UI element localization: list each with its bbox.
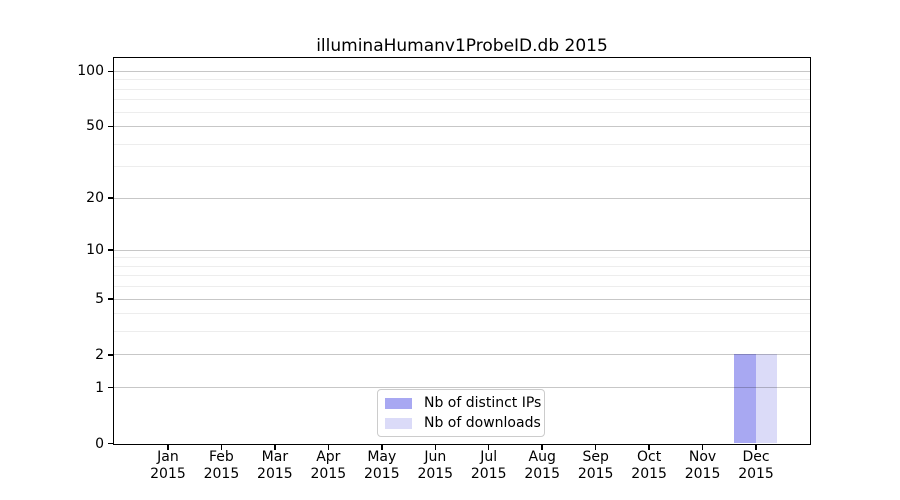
bar — [755, 354, 778, 443]
grid-layer — [114, 58, 810, 444]
x-tick-label: Feb 2015 — [186, 449, 256, 483]
x-tick-mark — [755, 445, 757, 450]
legend-swatch — [385, 397, 412, 409]
plot-area — [113, 57, 811, 445]
x-tick-mark — [167, 445, 169, 450]
x-tick-label: Nov 2015 — [668, 449, 738, 483]
x-tick-mark — [274, 445, 276, 450]
bar-layer — [114, 58, 810, 444]
y-tick-label: 100 — [77, 63, 104, 80]
x-tick-label: Apr 2015 — [293, 449, 363, 483]
x-tick-mark — [381, 445, 383, 450]
x-tick-year: 2015 — [631, 465, 667, 482]
x-tick-year: 2015 — [577, 465, 614, 482]
x-tick-year: 2015 — [150, 465, 186, 482]
gridline-major — [114, 354, 810, 356]
gridline-minor — [114, 88, 810, 90]
x-tick-month: Sep — [582, 448, 609, 465]
x-tick-label: Sep 2015 — [561, 449, 631, 483]
gridline-major — [114, 249, 810, 251]
x-tick-month: Apr — [316, 448, 341, 465]
y-tick-label: 50 — [86, 118, 104, 135]
x-tick-year: 2015 — [203, 465, 240, 482]
gridline-minor — [114, 286, 810, 288]
x-tick-mark — [541, 445, 543, 450]
x-tick-year: 2015 — [310, 465, 347, 482]
y-tick-label: 2 — [95, 346, 104, 363]
x-tick-label: May 2015 — [347, 449, 417, 483]
x-tick-mark — [434, 445, 437, 450]
legend-label: Nb of downloads — [424, 415, 541, 431]
x-tick-month: Oct — [637, 448, 662, 465]
gridline-minor — [114, 275, 810, 277]
x-tick-month: Jun — [424, 448, 447, 465]
legend-item: Nb of downloads — [385, 415, 541, 432]
x-tick-label: Mar 2015 — [240, 449, 310, 483]
x-tick-label: Aug 2015 — [507, 449, 577, 483]
x-tick-month: Feb — [209, 448, 234, 465]
x-tick-mark — [487, 445, 490, 450]
gridline-major — [114, 387, 810, 389]
x-tick-mark — [648, 445, 650, 450]
gridline-major — [114, 70, 810, 72]
gridline-minor — [114, 265, 810, 267]
x-tick-month: Nov — [688, 448, 717, 465]
x-tick-mark — [327, 445, 330, 450]
x-tick-mark — [701, 445, 704, 450]
x-tick-month: Dec — [742, 448, 770, 465]
gridline-minor — [114, 331, 810, 333]
y-tick-label: 10 — [86, 242, 104, 259]
y-tick-label: 20 — [86, 190, 104, 207]
x-tick-year: 2015 — [257, 465, 293, 482]
gridline-major — [114, 125, 810, 127]
x-tick-mark — [594, 445, 597, 450]
x-tick-month: May — [367, 448, 397, 465]
gridline-major — [114, 197, 810, 199]
y-tick-label: 1 — [95, 379, 104, 396]
gridline-minor — [114, 99, 810, 101]
chart-title: illuminaHumanv1ProbeID.db 2015 — [316, 36, 608, 56]
gridline-minor — [114, 313, 810, 315]
legend-label: Nb of distinct IPs — [424, 395, 542, 411]
x-tick-month: Jul — [480, 448, 498, 465]
x-tick-label: Jan 2015 — [133, 449, 203, 483]
x-tick-label: Jul 2015 — [454, 449, 524, 483]
x-tick-label: Jun 2015 — [400, 449, 470, 483]
x-tick-label: Oct 2015 — [614, 449, 684, 483]
x-tick-label: Dec 2015 — [721, 449, 791, 483]
x-tick-month: Jan — [157, 448, 179, 465]
x-tick-year: 2015 — [470, 465, 507, 482]
x-tick-year: 2015 — [738, 465, 774, 482]
bar — [734, 354, 756, 443]
legend-item: Nb of distinct IPs — [385, 395, 542, 412]
gridline-minor — [114, 166, 810, 168]
x-tick-year: 2015 — [524, 465, 560, 482]
gridline-minor — [114, 111, 810, 113]
y-tick-label: 5 — [95, 291, 104, 308]
gridline-minor — [114, 257, 810, 259]
x-tick-year: 2015 — [417, 465, 454, 482]
legend-swatch — [385, 417, 412, 429]
y-tick-label: 0 — [95, 435, 104, 452]
x-tick-month: Mar — [261, 448, 289, 465]
x-tick-mark — [220, 445, 223, 450]
x-tick-year: 2015 — [684, 465, 721, 482]
x-tick-year: 2015 — [363, 465, 400, 482]
legend: Nb of distinct IPs Nb of downloads — [377, 389, 545, 437]
gridline-minor — [114, 79, 810, 81]
x-tick-month: Aug — [528, 448, 556, 465]
gridline-major — [114, 298, 810, 300]
gridline-minor — [114, 143, 810, 145]
